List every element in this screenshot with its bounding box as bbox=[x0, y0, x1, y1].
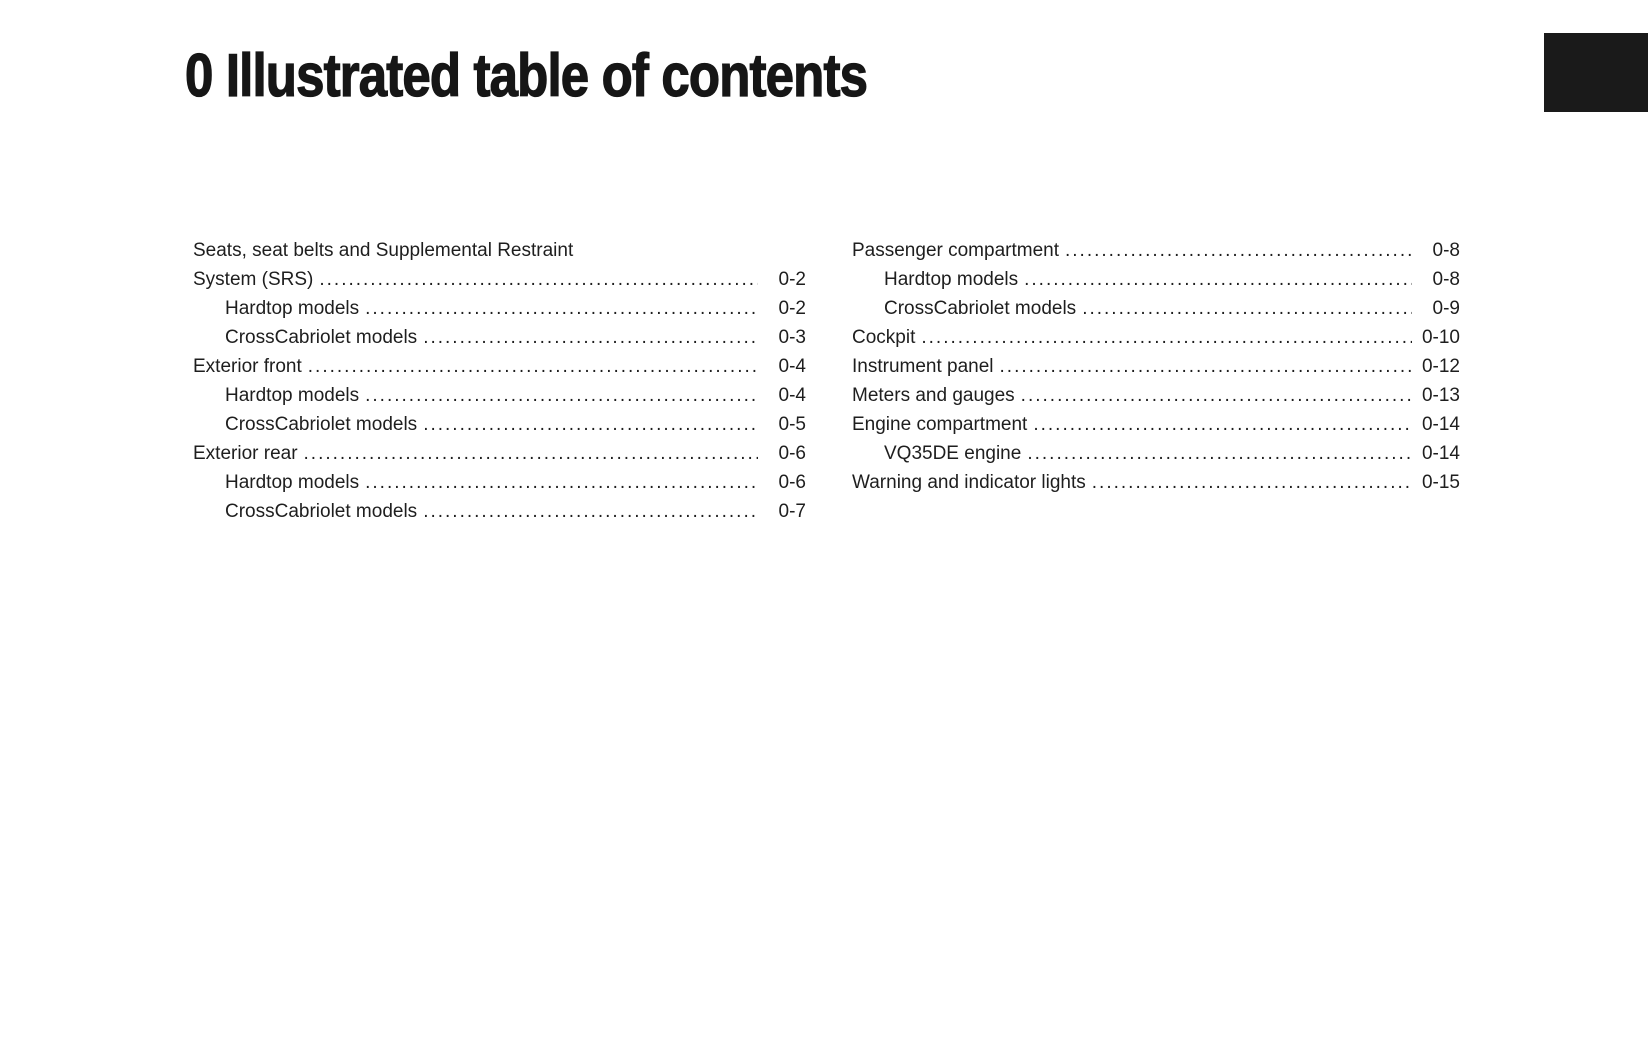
toc-entry-page: 0-3 bbox=[778, 327, 806, 348]
toc-dot-leader bbox=[423, 323, 758, 352]
toc-entry-page: 0-8 bbox=[1432, 240, 1460, 261]
toc-entry: Hardtop models 0-8 bbox=[852, 265, 1460, 294]
toc-entry: Instrument panel 0-12 bbox=[852, 352, 1460, 381]
toc-entry-page: 0-14 bbox=[1421, 443, 1460, 464]
toc-entry: Cockpit 0-10 bbox=[852, 323, 1460, 352]
toc-entry-page: 0-13 bbox=[1421, 385, 1460, 406]
toc-entry: Hardtop models 0-6 bbox=[193, 468, 806, 497]
toc-dot-leader bbox=[304, 439, 758, 468]
toc-entry: Passenger compartment 0-8 bbox=[852, 236, 1460, 265]
toc-dot-leader bbox=[1000, 352, 1412, 381]
toc-dot-leader bbox=[921, 323, 1412, 352]
page-title: 0 Illustrated table of contents bbox=[184, 42, 868, 109]
toc-entry-page: 0-5 bbox=[778, 414, 806, 435]
toc-entry-label: Exterior rear bbox=[193, 443, 298, 464]
toc-entry-label: Passenger compartment bbox=[852, 240, 1059, 261]
toc-entry-label: System (SRS) bbox=[193, 269, 314, 290]
toc-dot-leader bbox=[423, 497, 758, 526]
toc-dot-leader bbox=[1027, 439, 1412, 468]
toc-entry-label: VQ35DE engine bbox=[884, 443, 1022, 464]
toc-dot-leader bbox=[365, 294, 758, 323]
toc-entry-page: 0-4 bbox=[778, 385, 806, 406]
toc-dot-leader bbox=[365, 381, 758, 410]
toc-entry: CrossCabriolet models 0-5 bbox=[193, 410, 806, 439]
toc-dot-leader bbox=[319, 265, 758, 294]
toc-entry-label: CrossCabriolet models bbox=[225, 501, 418, 522]
toc-entry-label: Warning and indicator lights bbox=[852, 472, 1086, 493]
toc-entry: System (SRS) 0-2 bbox=[193, 265, 806, 294]
toc-dot-leader bbox=[1092, 468, 1412, 497]
toc-entry: Engine compartment 0-14 bbox=[852, 410, 1460, 439]
toc-entry-label: CrossCabriolet models bbox=[225, 414, 418, 435]
toc-entry: VQ35DE engine 0-14 bbox=[852, 439, 1460, 468]
toc-entry: Warning and indicator lights 0-15 bbox=[852, 468, 1460, 497]
toc-entry: Exterior rear 0-6 bbox=[193, 439, 806, 468]
toc-entry: Hardtop models 0-4 bbox=[193, 381, 806, 410]
toc-entry-label: CrossCabriolet models bbox=[225, 327, 418, 348]
toc-entry-label: Meters and gauges bbox=[852, 385, 1015, 406]
toc-dot-leader bbox=[1065, 236, 1412, 265]
toc-dot-leader bbox=[423, 410, 758, 439]
toc-dot-leader bbox=[1082, 294, 1412, 323]
toc-entry: CrossCabriolet models 0-3 bbox=[193, 323, 806, 352]
toc-entry-label: Exterior front bbox=[193, 356, 302, 377]
toc-entry-page: 0-9 bbox=[1432, 298, 1460, 319]
toc-entry-page: 0-12 bbox=[1421, 356, 1460, 377]
toc-entry-page: 0-14 bbox=[1421, 414, 1460, 435]
chapter-tab bbox=[1544, 33, 1648, 112]
toc-entry-label: Hardtop models bbox=[884, 269, 1019, 290]
toc-entry-label: Instrument panel bbox=[852, 356, 994, 377]
toc-entry-page: 0-7 bbox=[778, 501, 806, 522]
toc-entry-page: 0-2 bbox=[778, 269, 806, 290]
toc-entry-label: Cockpit bbox=[852, 327, 916, 348]
toc-dot-leader bbox=[308, 352, 758, 381]
toc-entry-label: CrossCabriolet models bbox=[884, 298, 1077, 319]
toc-dot-leader bbox=[1021, 381, 1412, 410]
toc-entry: Hardtop models 0-2 bbox=[193, 294, 806, 323]
toc-column-right: Passenger compartment 0-8 Hardtop models 0-… bbox=[852, 236, 1460, 526]
toc-entry: CrossCabriolet models 0-9 bbox=[852, 294, 1460, 323]
table-of-contents: Seats, seat belts and Supplemental Restr… bbox=[193, 236, 1460, 526]
toc-entry: Meters and gauges 0-13 bbox=[852, 381, 1460, 410]
toc-column-left: Seats, seat belts and Supplemental Restr… bbox=[193, 236, 806, 526]
toc-entry-label: Hardtop models bbox=[225, 385, 360, 406]
toc-entry-page: 0-10 bbox=[1421, 327, 1460, 348]
toc-entry-label: Hardtop models bbox=[225, 298, 360, 319]
toc-entry-label: Hardtop models bbox=[225, 472, 360, 493]
toc-dot-leader bbox=[365, 468, 758, 497]
toc-entry-page: 0-15 bbox=[1421, 472, 1460, 493]
toc-dot-leader bbox=[1033, 410, 1412, 439]
toc-dot-leader bbox=[1024, 265, 1412, 294]
toc-entry-page: 0-6 bbox=[778, 472, 806, 493]
toc-entry-page: 0-6 bbox=[778, 443, 806, 464]
toc-entry-page: 0-8 bbox=[1432, 269, 1460, 290]
toc-entry: Exterior front 0-4 bbox=[193, 352, 806, 381]
toc-entry-page: 0-4 bbox=[778, 356, 806, 377]
toc-entry-prefix: Seats, seat belts and Supplemental Restr… bbox=[193, 240, 574, 261]
toc-entry-label: Engine compartment bbox=[852, 414, 1028, 435]
toc-entry-page: 0-2 bbox=[778, 298, 806, 319]
toc-entry: CrossCabriolet models 0-7 bbox=[193, 497, 806, 526]
